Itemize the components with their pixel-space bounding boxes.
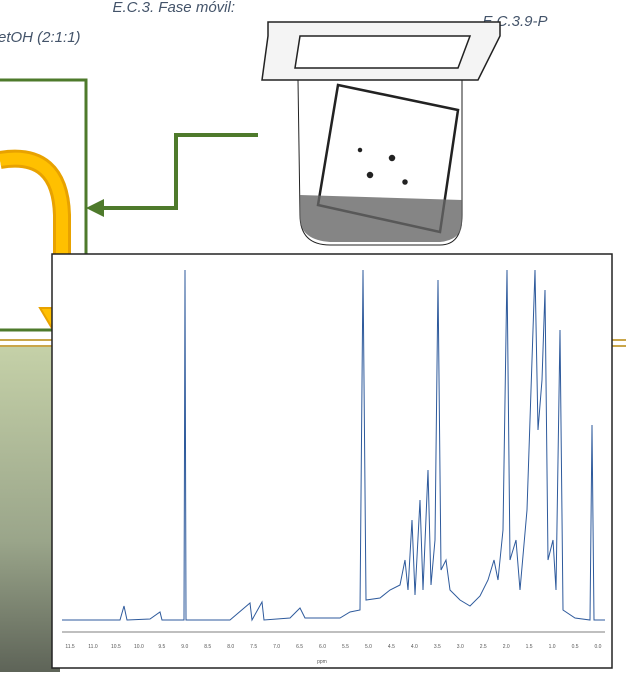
x-tick-label: 8.5 (204, 644, 211, 650)
page: E.C.3. Fase móvil: etOH (2:1:1) E.C.3.9-… (0, 0, 626, 672)
arrow-head (86, 199, 104, 217)
x-tick-label: 6.0 (319, 644, 326, 650)
caption-ratio: etOH (2:1:1) (0, 29, 81, 46)
x-tick-label: 1.0 (549, 644, 556, 650)
figure: E.C.3. Fase móvil: etOH (2:1:1) E.C.3.9-… (0, 0, 626, 672)
arrow (100, 135, 258, 208)
caption-title: E.C.3. Fase móvil: (112, 0, 235, 16)
x-tick-label: 9.0 (181, 644, 188, 650)
x-tick-label: 2.0 (503, 644, 510, 650)
x-tick-label: 6.5 (296, 644, 303, 650)
x-tick-label: 9.5 (158, 644, 165, 650)
x-tick-label: 11.5 (65, 644, 75, 650)
x-tick-label: 5.0 (365, 644, 372, 650)
x-tick-label: 0.0 (595, 644, 602, 650)
x-tick-label: 3.5 (434, 644, 441, 650)
x-tick-label: 5.5 (342, 644, 349, 650)
x-tick-label: 11.0 (88, 644, 98, 650)
x-tick-label: 7.5 (250, 644, 257, 650)
x-tick-label: 8.0 (227, 644, 234, 650)
x-tick-label: 7.0 (273, 644, 280, 650)
x-tick-label: 4.5 (388, 644, 395, 650)
x-tick-label: 0.5 (572, 644, 579, 650)
spectrum-frame (52, 254, 612, 668)
x-axis-label: ppm (317, 659, 327, 665)
x-tick-label: 4.0 (411, 644, 418, 650)
side-panel (0, 345, 60, 672)
tlc-chamber (262, 22, 500, 245)
x-tick-label: 3.0 (457, 644, 464, 650)
x-tick-label: 2.5 (480, 644, 487, 650)
x-tick-label: 10.5 (111, 644, 121, 650)
x-tick-label: 10.0 (134, 644, 144, 650)
x-tick-label: 1.5 (526, 644, 533, 650)
